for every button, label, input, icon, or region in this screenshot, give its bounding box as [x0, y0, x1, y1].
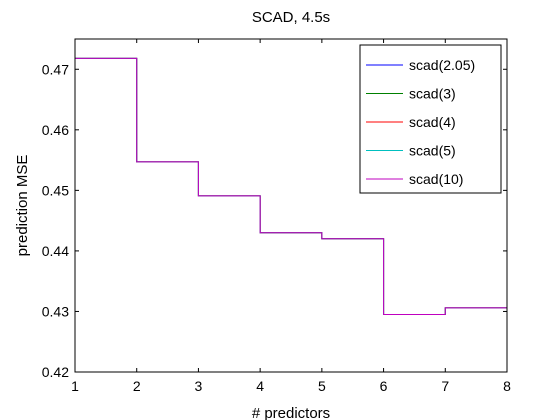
y-tick-label: 0.43: [42, 303, 69, 319]
legend-label: scad(3): [409, 86, 456, 102]
y-tick-label: 0.44: [42, 243, 69, 259]
legend-label: scad(4): [409, 114, 456, 130]
x-tick-label: 7: [441, 378, 449, 394]
x-tick-label: 4: [256, 378, 264, 394]
legend-label: scad(10): [409, 171, 463, 187]
chart-title: SCAD, 4.5s: [252, 9, 330, 26]
axes-box: [74, 38, 508, 373]
legend-box: [359, 44, 502, 194]
legend: scad(2.05) scad(3) scad(4) scad(5) scad(10): [359, 44, 502, 194]
x-tick-label: 6: [380, 378, 388, 394]
x-tick-label: 2: [133, 378, 141, 394]
legend-label: scad(2.05): [409, 57, 475, 73]
y-axis-label: prediction MSE: [14, 155, 31, 257]
x-tick-label: 5: [318, 378, 326, 394]
series-line-5: [75, 57, 507, 315]
series-layer: [75, 57, 507, 315]
x-axis-label: # predictors: [252, 405, 330, 420]
x-tick-label: 3: [195, 378, 203, 394]
y-tick-label: 0.46: [42, 122, 69, 138]
legend-label: scad(5): [409, 143, 456, 159]
x-tick-label: 1: [71, 378, 79, 394]
y-tick-label: 0.42: [42, 364, 69, 380]
y-tick-label: 0.45: [42, 182, 69, 198]
y-axis: 0.42 0.43 0.44 0.45 0.46 0.47: [42, 61, 507, 380]
x-tick-label: 8: [503, 378, 511, 394]
y-tick-label: 0.47: [42, 61, 69, 77]
x-axis: 1 2 3 4 5 6 7 8: [71, 39, 511, 394]
